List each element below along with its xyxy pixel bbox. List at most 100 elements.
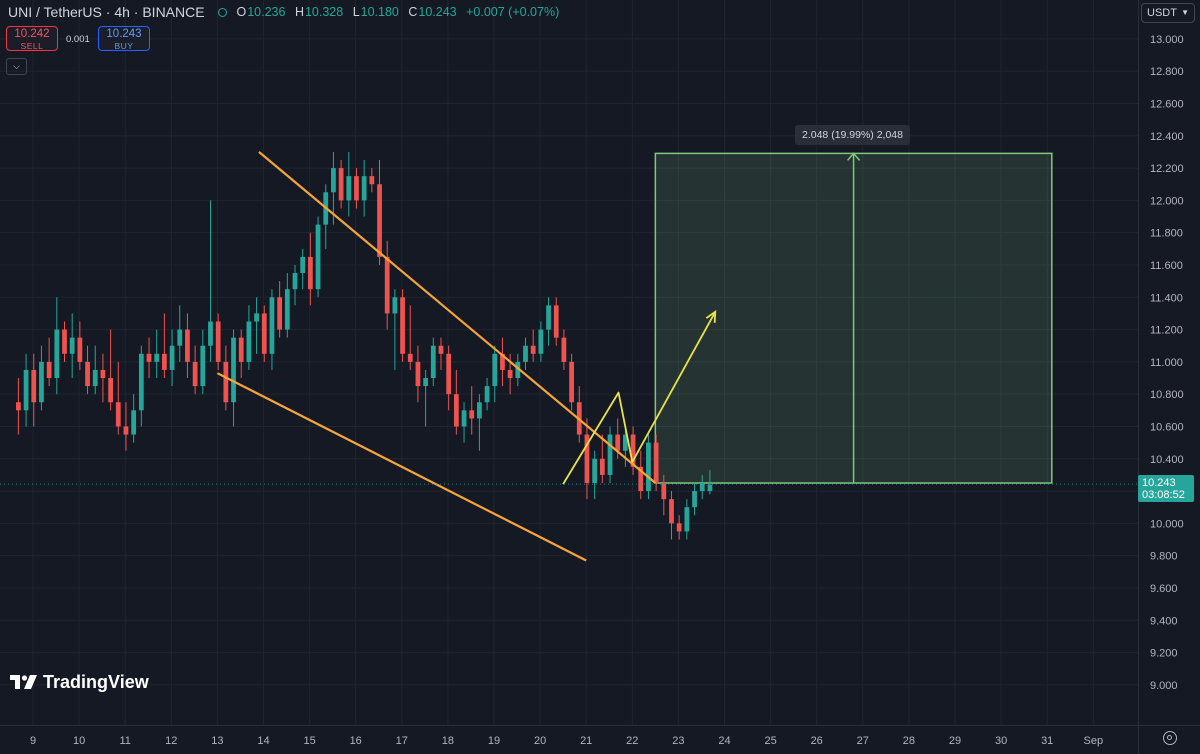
candles [16, 151, 713, 540]
candle-body [169, 345, 175, 370]
candle [392, 289, 398, 370]
candle [400, 289, 405, 362]
candle [146, 337, 152, 379]
candle-body [484, 386, 490, 403]
candle [630, 426, 636, 475]
candle-body [400, 297, 405, 354]
candle [653, 434, 659, 492]
y-tick-label: 12.800 [1150, 66, 1184, 78]
x-tick-label: 31 [1041, 735, 1053, 747]
candle [284, 273, 290, 338]
candle-body [615, 434, 621, 451]
candle [515, 353, 521, 387]
candle-body [77, 337, 83, 362]
tradingview-logo[interactable]: TradingView [10, 672, 149, 693]
candle [100, 353, 106, 403]
candle [569, 353, 574, 411]
candle-body [530, 345, 536, 354]
candle [438, 337, 444, 370]
candle-body [599, 458, 605, 475]
y-tick-label: 11.800 [1150, 228, 1183, 240]
candle [669, 491, 674, 540]
candle [185, 313, 190, 379]
collapse-button[interactable]: ⌵ [6, 58, 27, 75]
candle-body [269, 297, 275, 354]
candle [461, 402, 467, 443]
candle [530, 329, 536, 362]
gear-icon[interactable] [1163, 731, 1177, 745]
x-tick-label: Sep [1084, 735, 1104, 747]
ohlc-open: 10.236 [247, 5, 286, 19]
candle-body [415, 361, 421, 387]
candle [523, 337, 528, 370]
candle-body [592, 458, 598, 483]
candle [169, 329, 175, 387]
y-tick-label: 12.000 [1150, 195, 1184, 207]
candle [177, 305, 183, 362]
candle [323, 184, 329, 249]
candle-body [346, 176, 352, 201]
candle [162, 313, 167, 379]
candle [338, 160, 344, 209]
chevron-down-icon: ⌵ [13, 61, 20, 71]
candle-body [331, 168, 336, 193]
candle [315, 216, 321, 298]
x-tick-label: 24 [718, 735, 730, 747]
candle-body [284, 289, 290, 330]
last-price-value: 10.243 [1142, 477, 1176, 489]
x-tick-label: 12 [165, 735, 177, 747]
candle [261, 305, 267, 362]
candle-body [192, 361, 198, 387]
candle-body [707, 484, 713, 492]
candle [39, 345, 44, 411]
x-tick-label: 21 [580, 735, 592, 747]
x-tick-label: 17 [396, 735, 408, 747]
candle-body [423, 378, 429, 387]
bar-countdown: 03:08:52 [1142, 489, 1185, 501]
y-tick-label: 9.800 [1150, 551, 1178, 563]
candle-body [453, 394, 459, 427]
candle-body [200, 345, 206, 387]
candle-body [123, 426, 129, 435]
y-tick-label: 9.200 [1150, 648, 1178, 660]
y-tick-label: 10.000 [1150, 518, 1184, 530]
candle [192, 345, 198, 395]
candle [108, 329, 113, 411]
x-tick-label: 18 [442, 735, 454, 747]
candle-body [561, 337, 567, 362]
candle [85, 345, 90, 395]
candle-body [477, 402, 482, 419]
last-price-tag: 10.243 03:08:52 [1138, 475, 1194, 502]
candle-body [261, 313, 267, 354]
candle-body [692, 491, 697, 508]
buy-button[interactable]: 10.243 BUY [98, 26, 150, 51]
x-tick-label: 15 [303, 735, 315, 747]
candle-body [254, 313, 259, 322]
x-tick-label: 9 [30, 735, 36, 747]
candle [123, 402, 129, 451]
candle-body [661, 483, 667, 500]
candle [361, 160, 367, 217]
candle-body [369, 176, 375, 185]
y-tick-label: 11.600 [1150, 260, 1183, 272]
sell-button[interactable]: 10.242 SELL [6, 26, 58, 51]
ohlc-change: +0.007 (+0.07%) [466, 5, 560, 19]
candle [92, 345, 98, 395]
x-tick-label: 25 [764, 735, 776, 747]
candle-body [92, 369, 98, 387]
candle-body [39, 361, 44, 403]
candle-body [523, 345, 528, 362]
candle-body [62, 329, 67, 354]
sell-label: SELL [20, 41, 44, 51]
candle-body [185, 329, 190, 362]
candle-body [338, 168, 344, 201]
candle [208, 200, 213, 362]
candle-body [392, 297, 398, 314]
candle-body [31, 369, 37, 403]
currency-select[interactable]: USDT ▼ [1141, 3, 1195, 23]
candle [599, 434, 605, 483]
symbol-title[interactable]: UNI / TetherUS · 4h · BINANCE [8, 4, 205, 20]
y-tick-label: 11.000 [1150, 357, 1183, 369]
